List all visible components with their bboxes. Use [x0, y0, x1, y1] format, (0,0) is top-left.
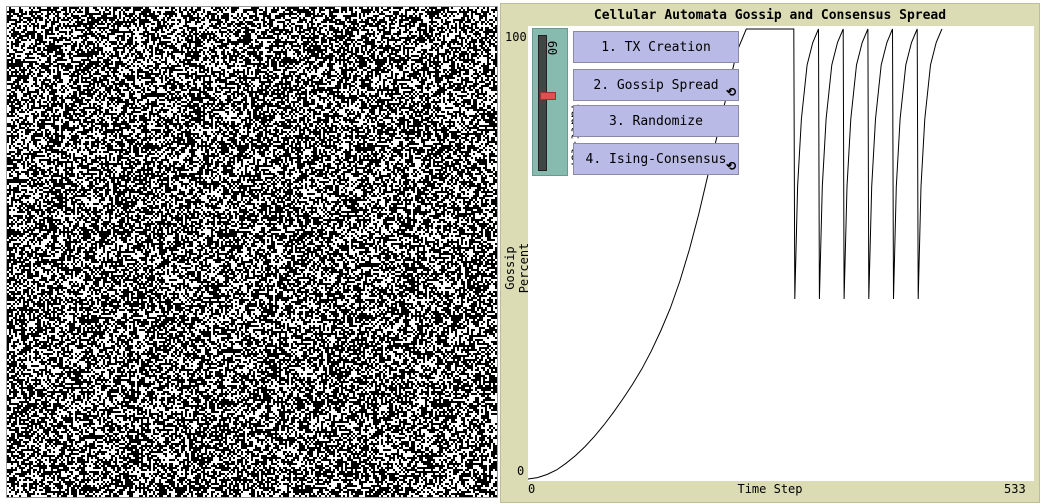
- x-axis-label: Time Step: [737, 482, 803, 496]
- x-tick-max: 533: [1004, 482, 1026, 496]
- plot-area: [528, 26, 1034, 481]
- x-tick-min: 0: [528, 482, 536, 496]
- y-axis-label: Gossip Percent: [503, 242, 531, 294]
- slider-track[interactable]: [538, 35, 556, 171]
- randomize-button[interactable]: 3. Randomize: [573, 105, 739, 137]
- plot-svg: [528, 28, 943, 480]
- plot-title: Cellular Automata Gossip and Consensus S…: [593, 8, 947, 23]
- tx-creation-label: 1. TX Creation: [601, 39, 711, 55]
- plot-frame: Cellular Automata Gossip and Consensus S…: [500, 3, 1040, 503]
- slider-knob[interactable]: [540, 92, 556, 100]
- y-tick-max: 100: [505, 30, 527, 44]
- y-tick-min: 0: [517, 464, 525, 478]
- world-view[interactable]: [6, 6, 498, 498]
- ising-consensus-label: 4. Ising-Consensus: [585, 151, 727, 167]
- ising-consensus-button[interactable]: 4. Ising-Consensus ⟲: [573, 143, 739, 175]
- series-line-0: [528, 28, 943, 480]
- fault-tor-slider[interactable]: 60 fault-tor: [532, 28, 583, 176]
- randomize-label: 3. Randomize: [609, 113, 703, 129]
- forever-icon: ⟲: [725, 159, 736, 173]
- forever-icon: ⟲: [725, 85, 736, 99]
- gossip-spread-label: 2. Gossip Spread: [593, 77, 719, 93]
- gossip-spread-button[interactable]: 2. Gossip Spread ⟲: [573, 69, 739, 101]
- tx-creation-button[interactable]: 1. TX Creation: [573, 31, 739, 63]
- world-view-frame: [0, 0, 500, 504]
- slider-value: 60: [545, 40, 560, 56]
